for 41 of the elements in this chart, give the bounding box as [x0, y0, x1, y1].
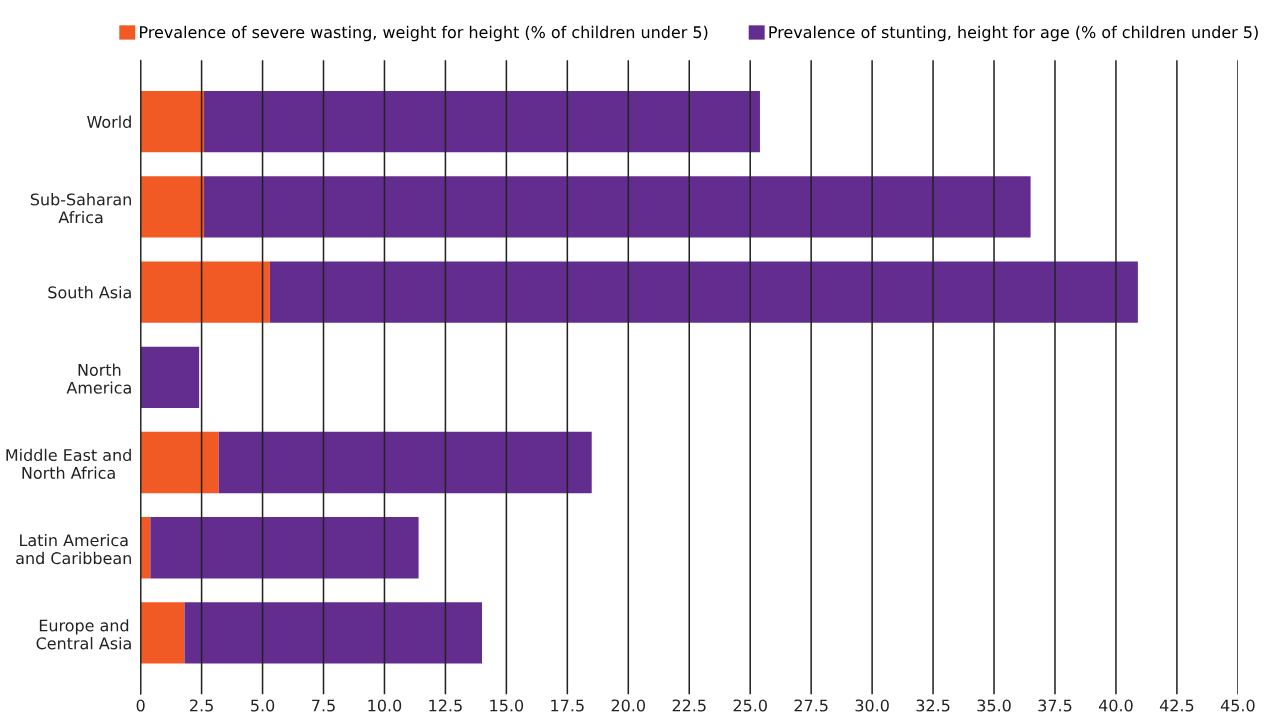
x-tick-label: 2.5	[190, 699, 213, 712]
y-tick-label: Europe and Central Asia	[36, 619, 131, 650]
x-tick-label: 40.0	[1098, 699, 1133, 712]
x-tick-label: 42.5	[1159, 699, 1194, 712]
x-tick-label: 20.0	[611, 699, 646, 712]
x-tick-label: 45.0	[1220, 699, 1255, 712]
bar	[140, 346, 200, 408]
bar	[269, 261, 1138, 323]
x-tick-label: 35.0	[977, 699, 1011, 712]
bar	[218, 431, 592, 494]
bar	[140, 517, 151, 579]
x-tick-label: 10.0	[368, 699, 402, 712]
bar	[140, 602, 185, 664]
bar	[140, 91, 205, 153]
x-tick-label: 0	[136, 699, 145, 712]
y-tick-label: South Asia	[48, 286, 131, 299]
y-tick-label: World	[87, 115, 131, 128]
x-tick-label: 27.5	[794, 699, 828, 712]
y-tick-label: Latin America and Caribbean	[16, 533, 131, 565]
x-tick-label: 17.5	[551, 699, 584, 712]
x-tick-label: 5.0	[251, 699, 275, 712]
x-tick-label: 37.5	[1038, 699, 1072, 712]
x-tick-label: 30.0	[855, 699, 889, 712]
bar	[140, 176, 205, 238]
bar	[184, 602, 482, 664]
bar	[150, 517, 419, 579]
x-tick-label: 25.0	[733, 699, 767, 712]
x-tick-label: 7.5	[312, 699, 335, 712]
x-tick-label: 12.5	[429, 699, 462, 712]
bar	[140, 431, 219, 494]
y-tick-label: Sub-Saharan Africa	[30, 193, 131, 224]
x-tick-label: 22.5	[672, 699, 706, 712]
legend-label: Prevalence of severe wasting, weight for height (% of children under 5)	[140, 25, 708, 42]
y-tick-label: Middle East and North Africa	[6, 448, 131, 479]
x-tick-label: 15.0	[490, 699, 524, 712]
x-tick-label: 32.5	[916, 699, 950, 712]
bar	[204, 91, 760, 153]
y-tick-label: North America	[66, 363, 131, 394]
legend-label: Prevalence of stunting, height for age (% of children under 5)	[769, 25, 1258, 42]
bar	[140, 261, 270, 323]
bar	[204, 176, 1031, 238]
